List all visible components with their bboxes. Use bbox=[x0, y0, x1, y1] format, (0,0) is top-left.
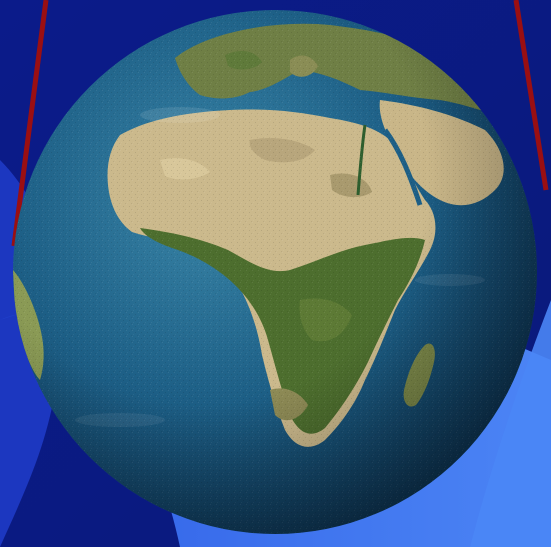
frame-line-right bbox=[513, 0, 549, 191]
background-swoosh-light bbox=[470, 300, 551, 547]
frame-line-left bbox=[11, 0, 49, 247]
